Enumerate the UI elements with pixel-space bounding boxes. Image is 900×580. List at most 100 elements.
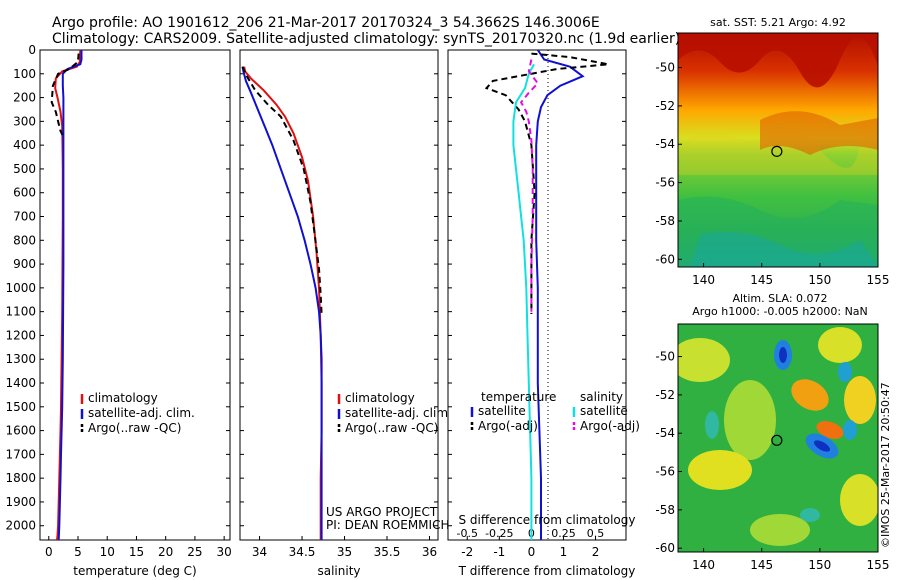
- legend-label: climatology: [345, 391, 415, 405]
- map-x-tick-label: 145: [750, 273, 773, 287]
- y-tick-label: 0: [28, 43, 36, 57]
- argo-position-marker: [771, 434, 783, 446]
- map-y-tick-label: -50: [655, 61, 675, 75]
- difference-panel: -2 -1 0 1 2-0.5 -0.25 0 0.25 0.5 S difference fr…: [447, 49, 640, 578]
- sst-map-panel: sat. SST: 5.21 Argo: 4.92 140 145 150 155 -5…: [655, 16, 889, 287]
- map-y-tick-label: -58: [655, 214, 675, 228]
- y-tick-label: 600: [13, 186, 36, 200]
- y-tick-label: 1600: [5, 424, 36, 438]
- sst-map-frame: [677, 32, 879, 268]
- y-tick-label: 800: [13, 233, 36, 247]
- map-y-tick-label: -56: [655, 465, 675, 479]
- difference-xlabel: T difference from climatology: [458, 564, 636, 578]
- figure-title-line1: Argo profile: AO 1901612_206 21-Mar-2017…: [52, 15, 600, 31]
- series-line: [50, 53, 80, 137]
- series-line: [241, 66, 323, 315]
- y-tick-label: 1900: [5, 495, 36, 509]
- temperature-xlabel: temperature (deg C): [73, 564, 196, 578]
- legend-label: Argo(-adj): [478, 419, 538, 433]
- x2-tick-label: -0.25: [485, 527, 513, 540]
- map-y-tick-label: -58: [655, 503, 675, 517]
- series-line: [535, 50, 585, 540]
- argo-position-marker: [771, 145, 783, 157]
- series-line: [512, 63, 535, 540]
- legend-header: temperature: [481, 390, 556, 404]
- x-tick-label: 10: [100, 545, 115, 559]
- difference-legend: temperature salinitysatelliteArgo(-adj)sa…: [470, 390, 640, 433]
- x-tick-label: 2: [592, 545, 600, 559]
- sla-map-image: [678, 324, 878, 552]
- series-line: [519, 59, 540, 312]
- salinity-panel: 34 34.5 35 35.5 36 salinity climatologysatel…: [239, 49, 452, 578]
- y-tick-label: 300: [13, 114, 36, 128]
- x2-tick-label: 0.5: [587, 527, 605, 540]
- legend-label: satellite: [580, 404, 628, 418]
- x-tick-label: 36: [422, 545, 437, 559]
- temperature-axes-frame: [39, 49, 231, 541]
- map-y-tick-label: -60: [655, 541, 675, 555]
- x-tick-label: 15: [129, 545, 144, 559]
- sla-map-panel: Altim. SLA: 0.072 Argo h1000: -0.005 h20…: [655, 292, 889, 572]
- project-label: US ARGO PROJECT: [326, 505, 438, 519]
- y-tick-label: 2000: [5, 519, 36, 533]
- y-tick-label: 1300: [5, 352, 36, 366]
- y-tick-label: 1700: [5, 447, 36, 461]
- x-tick-label: 35: [337, 545, 352, 559]
- map-y-tick-label: -50: [655, 350, 675, 364]
- sla-map-subtitle: Argo h1000: -0.005 h2000: NaN: [692, 305, 868, 318]
- x2-tick-label: -0.5: [457, 527, 478, 540]
- y-tick-label: 1500: [5, 400, 36, 414]
- legend-label: Argo(-adj): [580, 419, 640, 433]
- x-tick-label: -1: [493, 545, 505, 559]
- salinity-xlabel: salinity: [317, 564, 360, 578]
- x2-tick-label: 0.25: [551, 527, 576, 540]
- y-tick-label: 200: [13, 91, 36, 105]
- series-line: [241, 66, 323, 540]
- legend-header: salinity: [580, 390, 623, 404]
- legend-label: satellite-adj. clim.: [88, 406, 195, 420]
- map-x-tick-label: 140: [692, 558, 715, 572]
- legend-label: satellite: [478, 404, 526, 418]
- legend-label: climatology: [88, 391, 158, 405]
- y-tick-label: 1100: [5, 305, 36, 319]
- series-line: [484, 52, 609, 314]
- x-tick-label: 34.5: [289, 545, 316, 559]
- sst-map-title: sat. SST: 5.21 Argo: 4.92: [710, 16, 846, 29]
- y-tick-label: 1800: [5, 471, 36, 485]
- y-tick-label: 100: [13, 67, 36, 81]
- map-x-tick-label: 150: [808, 558, 831, 572]
- x-tick-label: 0: [528, 545, 536, 559]
- map-x-tick-label: 145: [750, 558, 773, 572]
- legend-label: satellite-adj. clim.: [345, 406, 452, 420]
- y-tick-label: 1400: [5, 376, 36, 390]
- x-tick-label: 1: [560, 545, 568, 559]
- y-tick-label: 1200: [5, 328, 36, 342]
- map-y-tick-label: -52: [655, 99, 675, 113]
- map-y-tick-label: -54: [655, 137, 675, 151]
- sst-map-image: [678, 33, 878, 267]
- map-x-tick-label: 150: [808, 273, 831, 287]
- x-tick-label: 30: [217, 545, 232, 559]
- y-tick-label: 700: [13, 210, 36, 224]
- y-tick-label: 500: [13, 162, 36, 176]
- x-tick-label: 0: [45, 545, 53, 559]
- x-tick-label: 35.5: [374, 545, 401, 559]
- x-tick-label: -2: [461, 545, 473, 559]
- y-tick-label: 900: [13, 257, 36, 271]
- credit-label: ©IMOS 25-Mar-2017 20:50:47: [879, 382, 892, 548]
- figure-title-line2: Climatology: CARS2009. Satellite-adjuste…: [52, 31, 680, 47]
- map-x-tick-label: 155: [867, 273, 890, 287]
- x-tick-label: 20: [158, 545, 173, 559]
- legend-label: Argo(..raw -QC): [345, 421, 438, 435]
- sla-map-title: Altim. SLA: 0.072: [732, 292, 827, 305]
- x-tick-label: 34: [252, 545, 267, 559]
- legend-label: Argo(..raw -QC): [88, 421, 181, 435]
- map-y-tick-label: -60: [655, 252, 675, 266]
- map-x-tick-label: 155: [867, 558, 890, 572]
- map-y-tick-label: -52: [655, 388, 675, 402]
- sla-map-frame: [677, 323, 879, 553]
- difference-x2label: S difference from climatology: [459, 513, 636, 527]
